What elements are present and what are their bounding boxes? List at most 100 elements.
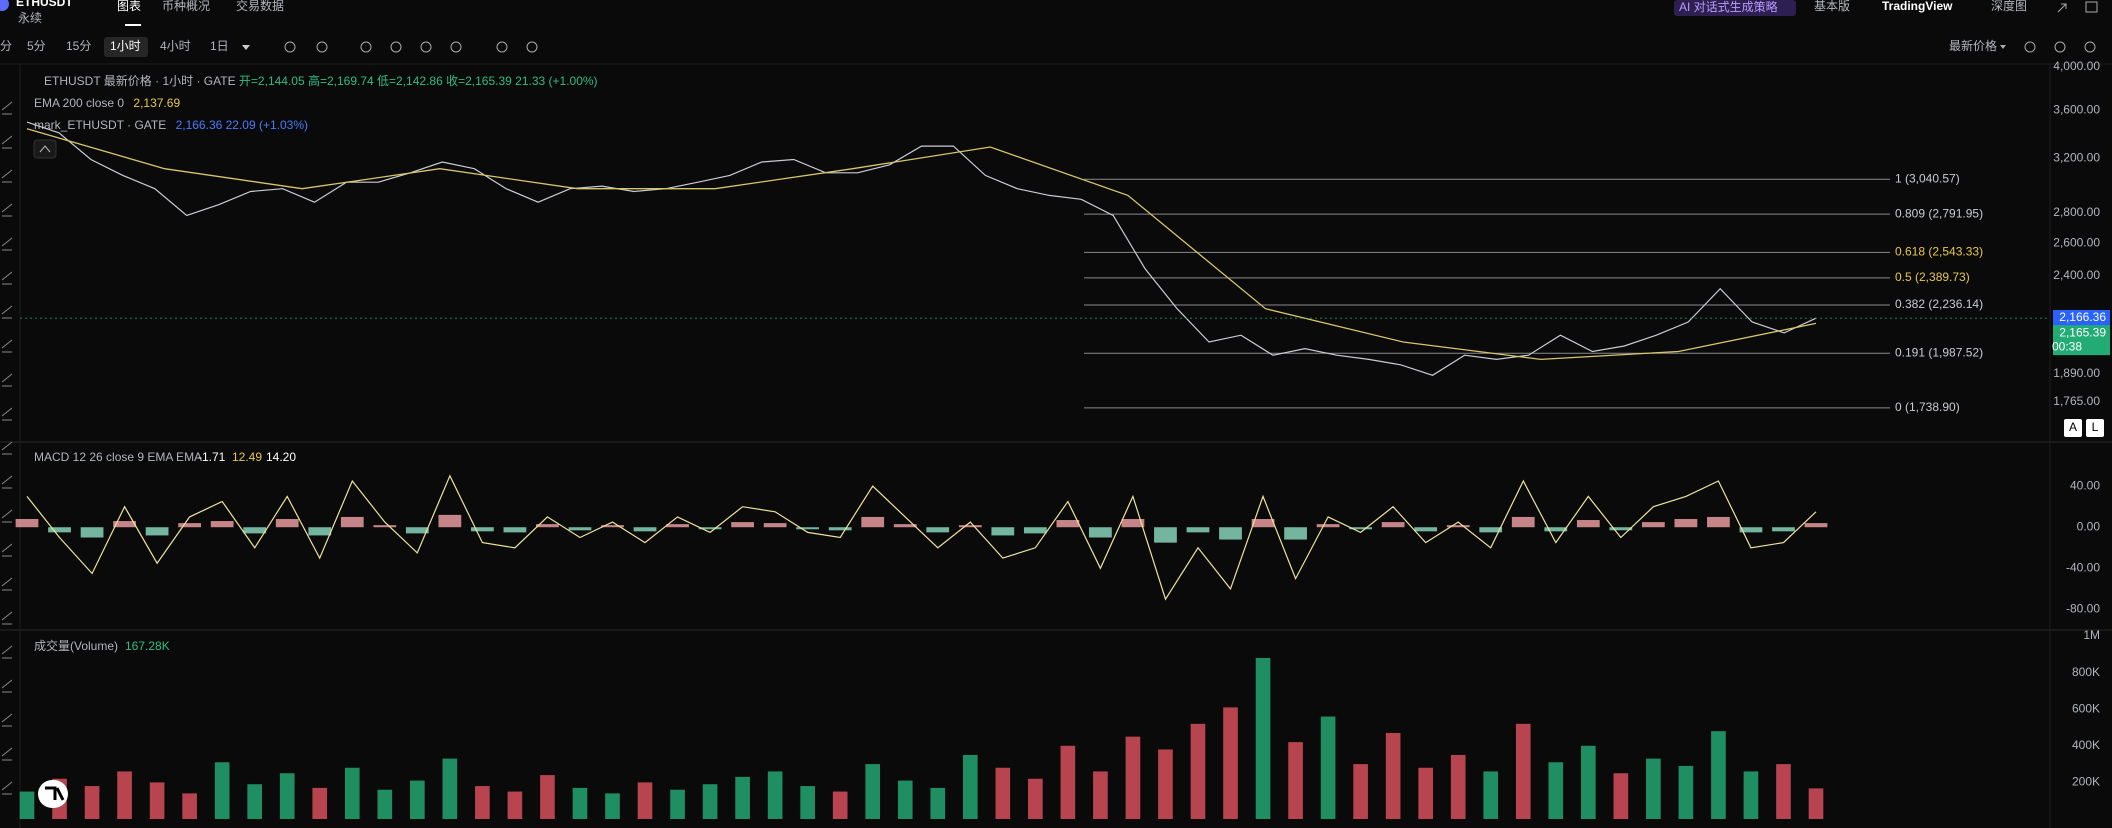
volume-bar	[117, 771, 132, 819]
tool-icon[interactable]	[496, 41, 508, 53]
sidebar-tool[interactable]	[1, 747, 13, 761]
macd-histogram	[80, 527, 104, 538]
sidebar-tool[interactable]	[1, 339, 13, 353]
sidebar-tool[interactable]	[1, 407, 13, 421]
legend-ohlc: 开=2,144.05 高=2,169.74 低=2,142.86 收=2,165…	[239, 73, 512, 88]
ai-button-bg[interactable]	[1674, 0, 1796, 16]
sidebar-tool[interactable]	[1, 509, 13, 523]
tool-icon[interactable]	[316, 41, 328, 53]
volume-bar	[247, 784, 263, 819]
sidebar-tool[interactable]	[1, 169, 13, 183]
dropdown[interactable]	[2000, 45, 2006, 49]
volume-bar	[1515, 723, 1531, 819]
volume-bar	[735, 776, 750, 819]
sidebar-tool[interactable]	[1, 101, 13, 115]
price-source[interactable]: 最新价格	[1949, 38, 1997, 53]
macd-histogram	[601, 525, 624, 528]
axis-button[interactable]: A	[2069, 420, 2077, 434]
sidebar-tool[interactable]	[1, 305, 13, 319]
tool-icon[interactable]	[526, 41, 538, 53]
tool-icon[interactable]	[2024, 41, 2036, 53]
sidebar-tool[interactable]	[1, 237, 13, 251]
tool-icon[interactable]	[2054, 41, 2066, 53]
volume-bar	[767, 771, 783, 819]
tool-icon[interactable]	[390, 41, 402, 53]
volume-bar	[1613, 773, 1629, 819]
tool-icon[interactable]	[360, 41, 372, 53]
sidebar-tool[interactable]	[1, 679, 13, 693]
interval[interactable]: 4小时	[160, 39, 191, 53]
interval[interactable]: 1小时	[110, 39, 141, 53]
ai-button[interactable]: AI 对话式生成策略	[1679, 0, 1778, 14]
macd-histogram	[893, 524, 917, 528]
macd-histogram	[1121, 519, 1145, 528]
axis-button-bg[interactable]	[2086, 419, 2104, 437]
macd-histogram	[763, 523, 787, 528]
tool-icon[interactable]	[450, 41, 462, 53]
tool-icon[interactable]	[420, 41, 432, 53]
axis-button[interactable]: L	[2092, 420, 2099, 434]
sidebar-tool[interactable]	[1, 135, 13, 149]
macd-histogram	[1707, 516, 1730, 528]
sidebar-tool[interactable]	[1, 611, 13, 625]
sidebar-tool[interactable]	[1, 203, 13, 217]
nav-tab[interactable]: 交易数据	[236, 0, 284, 13]
sidebar-tool[interactable]	[1, 475, 13, 489]
mark-value: 2,166.36 22.09 (+1.03%)	[176, 118, 308, 132]
tool-icon[interactable]	[2084, 41, 2096, 53]
ema-line	[26, 128, 1817, 361]
interval[interactable]: 5分	[27, 39, 46, 53]
nav-tab[interactable]: 币种概况	[162, 0, 210, 13]
volume-bar	[344, 767, 360, 819]
macd-histogram	[1381, 522, 1405, 528]
volume-bar	[1450, 754, 1466, 819]
y-tick-label: 2,800.00	[2053, 205, 2100, 219]
volume-bar	[865, 764, 881, 819]
macd-histogram	[1739, 527, 1763, 533]
sidebar-tool[interactable]	[1, 577, 13, 591]
macd-histogram	[113, 521, 136, 528]
volume-bar	[279, 773, 295, 819]
axis-button-bg[interactable]	[2064, 419, 2082, 437]
sidebar-tool[interactable]	[1, 543, 13, 557]
price-tag: 2,165.39	[2059, 325, 2106, 339]
symbol[interactable]: ETHUSDT	[16, 0, 73, 9]
interval[interactable]: 15分	[66, 39, 91, 53]
volume-bar	[1743, 771, 1759, 819]
volume-bar	[1320, 716, 1336, 819]
dropdown[interactable]	[242, 45, 250, 50]
interval[interactable]: 1日	[210, 39, 229, 53]
y-tick-label: 0.00	[2077, 519, 2101, 533]
ema-value: 2,137.69	[133, 96, 180, 110]
tool-icon[interactable]	[284, 41, 296, 53]
sidebar-tool[interactable]	[1, 713, 13, 727]
sidebar-tool[interactable]	[1, 441, 13, 455]
window-icon[interactable]	[2085, 1, 2098, 13]
top-tab[interactable]: 深度图	[1991, 0, 2027, 13]
volume-bar	[1288, 742, 1303, 819]
sidebar-tool[interactable]	[1, 373, 13, 387]
macd-histogram	[536, 524, 559, 528]
macd-histogram	[861, 516, 885, 528]
sidebar-tool[interactable]	[1, 271, 13, 285]
macd-histogram	[145, 527, 169, 536]
volume-bar	[1711, 731, 1726, 819]
y-tick-label: 40.00	[2070, 478, 2100, 492]
sidebar-tool[interactable]	[1, 781, 13, 795]
sidebar-tool[interactable]	[1, 645, 13, 659]
y-tick-label: 2,400.00	[2053, 268, 2100, 282]
top-tab[interactable]: TradingView	[1882, 0, 1953, 13]
macd-histogram	[926, 527, 950, 533]
volume-bar	[1125, 736, 1141, 819]
macd-histogram	[503, 527, 527, 533]
expand-icon[interactable]	[2057, 3, 2067, 13]
macd-histogram	[340, 516, 364, 528]
macd-histogram	[1023, 527, 1047, 534]
top-tab[interactable]: 基本版	[1814, 0, 1850, 13]
nav-tab[interactable]: 图表	[117, 0, 141, 13]
macd-histogram	[243, 527, 267, 534]
collapse-button[interactable]	[33, 139, 57, 159]
macd-histogram	[633, 527, 657, 532]
volume-bar	[930, 787, 946, 819]
interval[interactable]: 分	[0, 39, 12, 53]
